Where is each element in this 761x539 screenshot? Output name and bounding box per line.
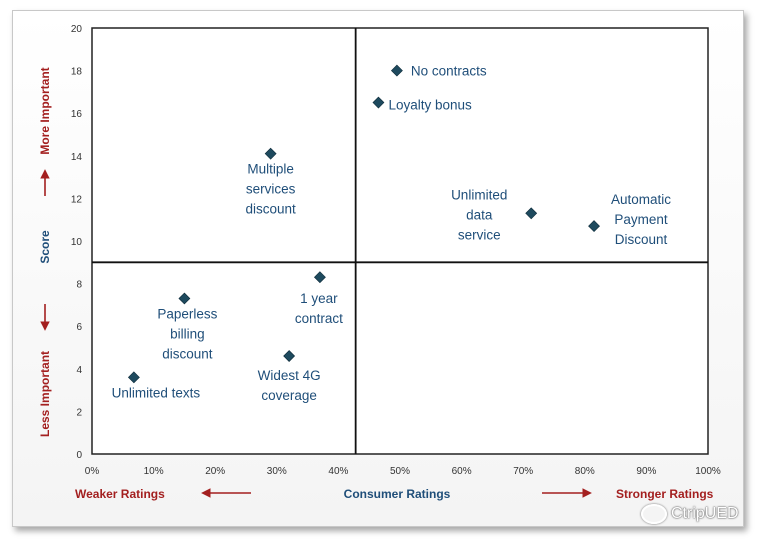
y-tick-label: 8 [76,280,82,291]
chart-frame: 0% 10% 20% 30% 40% 50% 60% 70% 80% 90% 100% 0 2 4 6 8 10… [12,10,744,527]
data-point-label-line: Unlimited [451,187,507,202]
data-point-marker [313,271,326,284]
wechat-logo-icon [641,504,667,524]
plot-area [91,27,709,455]
data-point-marker [390,64,403,77]
data-point-label-line: Automatic [611,192,671,207]
data-point-label-line: No contracts [411,64,487,79]
y-axis-title: Score [38,230,52,264]
y-tick-label: 12 [71,194,83,205]
y-tick-label: 6 [76,322,82,333]
scatter-chart: 0% 10% 20% 30% 40% 50% 60% 70% 80% 90% 100% 0 2 4 6 8 10… [38,24,721,501]
more-important-label: More Important [38,67,52,154]
data-point-label-line: service [458,227,501,242]
x-tick-label: 90% [636,466,656,477]
x-axis-title: Consumer Ratings [344,487,451,501]
y-tick-label: 18 [71,67,83,78]
data-point-label-line: contract [295,311,343,326]
weaker-ratings-label: Weaker Ratings [75,487,165,501]
data-point-label-line: Multiple [247,162,294,177]
data-point-marker [178,292,191,305]
x-tick-label: 20% [205,466,225,477]
data-point-marker [372,96,385,109]
watermark-text: CtripUED [671,505,739,522]
x-tick-label: 70% [513,466,533,477]
x-tick-label: 50% [390,466,410,477]
x-tick-label: 0% [85,466,100,477]
data-point-label-line: 1 year [300,291,338,306]
x-tick-label: 80% [575,466,595,477]
data-point-label-line: data [466,207,493,222]
data-point-label-line: Widest 4G [258,368,321,383]
y-tick-label: 0 [76,450,82,461]
data-point-label: Multiple services discount [245,162,296,217]
data-point-label-line: Unlimited texts [112,385,201,400]
data-point-marker [127,371,140,384]
data-point-marker [264,147,277,160]
data-point-label: Widest 4G coverage [258,368,321,403]
data-point-label-line: services [246,182,296,197]
data-point-label: Paperless billing discount [157,307,217,362]
data-point-label-line: Discount [615,232,668,247]
data-point-label: Unlimited texts [112,385,201,400]
y-tick-label: 2 [76,407,82,418]
data-point-label-line: billing [170,327,205,342]
data-point-label: Loyalty bonus [388,98,472,113]
y-tick-label: 20 [71,24,83,35]
y-tick-label: 4 [76,365,82,376]
data-point-label: Automatic Payment Discount [611,192,671,247]
data-point-marker [283,350,296,362]
x-tick-label: 100% [695,466,721,477]
data-point-label: Unlimited data service [451,187,507,242]
x-tick-label: 60% [452,466,472,477]
data-point-label-line: discount [245,202,296,217]
data-point-label: 1 year contract [295,291,343,326]
x-tick-label: 10% [144,466,164,477]
data-point-label: No contracts [411,64,487,79]
y-tick-label: 16 [71,109,83,120]
y-tick-label: 14 [71,152,83,163]
stronger-ratings-label: Stronger Ratings [616,487,714,501]
data-point-marker [588,220,600,233]
data-point-marker [525,207,538,220]
x-tick-label: 40% [328,466,348,477]
watermark: CtripUED [641,504,739,524]
data-point-label-line: Paperless [157,307,217,322]
y-tick-label: 10 [71,237,83,248]
data-point-label-line: Payment [614,212,668,227]
less-important-label: Less Important [38,351,52,437]
data-point-label-line: discount [162,347,213,362]
data-point-label-line: Loyalty bonus [388,98,472,113]
x-tick-label: 30% [267,466,287,477]
data-point-label-line: coverage [261,388,317,403]
